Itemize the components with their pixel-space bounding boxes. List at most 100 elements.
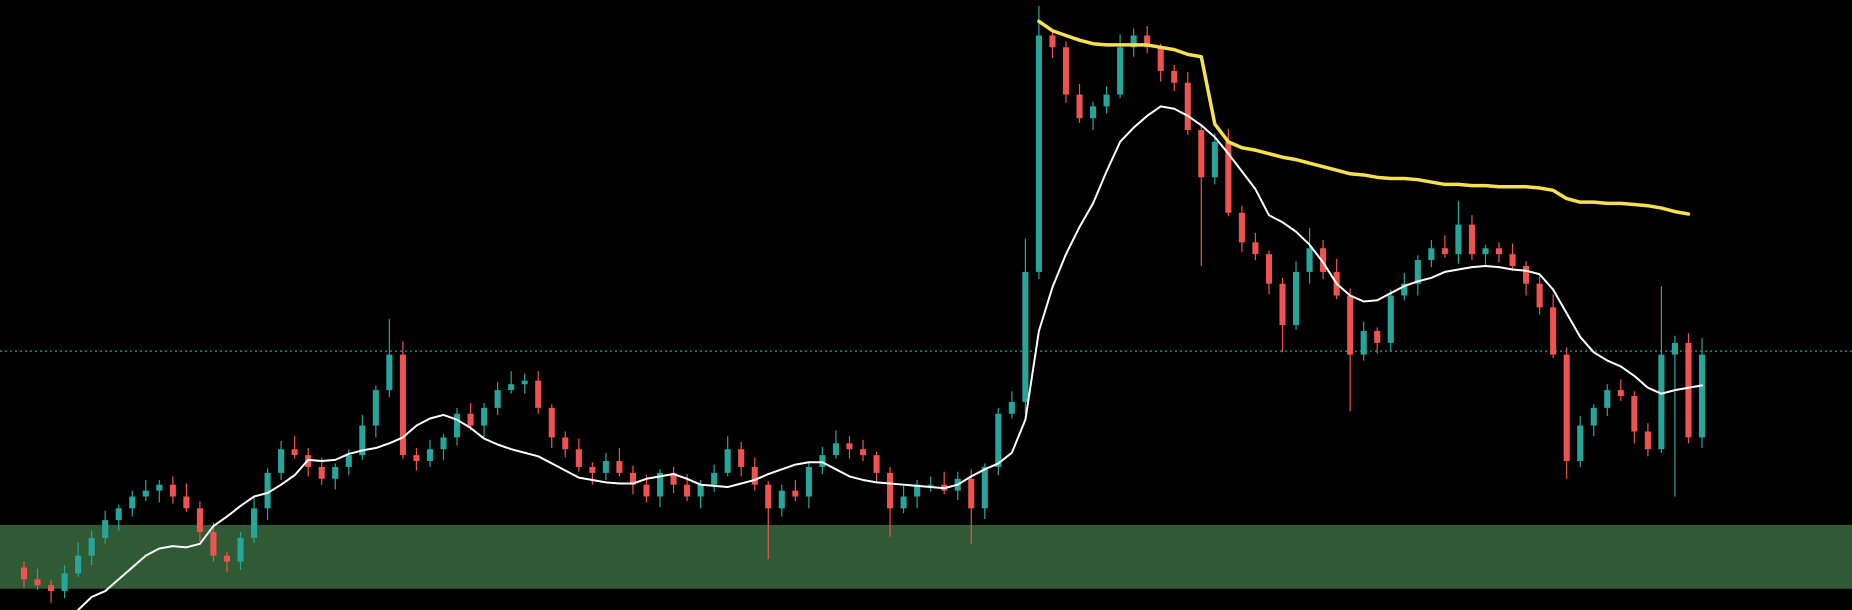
candle-body <box>156 484 163 491</box>
candle-body <box>616 461 623 473</box>
candle-body <box>115 508 122 521</box>
candle-body <box>372 390 379 426</box>
candle-body <box>34 579 41 586</box>
candle-body <box>1171 70 1178 83</box>
candle-body <box>589 466 596 473</box>
candle-body <box>440 437 447 450</box>
candle-body <box>413 455 420 462</box>
candle-body <box>1062 47 1070 95</box>
candle-body <box>1022 271 1029 402</box>
candle-body <box>1536 283 1543 308</box>
candle-body <box>345 455 352 467</box>
candle-body <box>697 484 704 497</box>
candle-body <box>1225 141 1232 213</box>
candle-body <box>1455 224 1462 255</box>
candle-body <box>1198 130 1205 178</box>
candle-body <box>1482 248 1489 255</box>
candle-body <box>1495 248 1503 255</box>
candle-body <box>332 466 339 479</box>
candle-body <box>765 484 772 509</box>
candle-body <box>900 496 907 509</box>
candle-body <box>1577 425 1584 462</box>
candle-body <box>805 466 812 497</box>
candle-body <box>914 484 921 497</box>
candle-body <box>1509 254 1516 266</box>
candle-body <box>1523 265 1530 284</box>
candle-body <box>75 555 82 574</box>
candle-body <box>129 496 136 509</box>
candle-body <box>792 490 799 497</box>
candle-body <box>656 472 664 497</box>
candle-body <box>1631 396 1638 432</box>
candle-body <box>508 384 515 391</box>
candle-body <box>1238 212 1245 243</box>
candle-body <box>819 455 826 467</box>
candle-body <box>1103 94 1110 107</box>
candle-body <box>1292 271 1300 326</box>
candle-body <box>467 413 474 426</box>
candle-body <box>1252 242 1259 255</box>
candle-body <box>778 490 785 509</box>
candle-body <box>1428 248 1435 261</box>
candle-body <box>453 413 461 438</box>
candle-body <box>1347 295 1354 355</box>
candle-body <box>832 443 839 456</box>
candle-body <box>20 567 28 580</box>
candle-body <box>210 531 217 556</box>
candle-body <box>223 555 231 562</box>
candle-body <box>1374 331 1381 343</box>
zone <box>0 524 1852 589</box>
candle-body <box>1157 47 1164 71</box>
candle-body <box>927 484 934 486</box>
candle-body <box>481 407 488 426</box>
candle-body <box>291 449 298 456</box>
candle-body <box>846 443 853 450</box>
candle-body <box>521 380 528 385</box>
candle-body <box>1468 224 1475 255</box>
candle-body <box>278 449 285 473</box>
candle-body <box>1144 35 1151 48</box>
candle-body <box>629 472 636 485</box>
candle-body <box>1306 248 1313 272</box>
candle-body <box>643 484 650 497</box>
candle-body <box>995 413 1002 467</box>
candle-body <box>318 466 325 479</box>
candle-body <box>575 449 582 467</box>
candle-body <box>1441 248 1448 255</box>
candle-body <box>1049 35 1056 48</box>
candle-body <box>494 390 501 408</box>
candle-body <box>1035 35 1042 272</box>
line-series <box>1037 19 1691 216</box>
candle-body <box>548 407 555 438</box>
candle-body <box>724 449 731 473</box>
line-series <box>77 105 1703 610</box>
candle-body <box>1414 260 1421 284</box>
candle-body <box>183 496 190 509</box>
candle-body <box>859 449 867 456</box>
candle-body <box>1685 342 1692 438</box>
candle-body <box>1279 283 1286 326</box>
candle-body <box>711 472 718 485</box>
candle-body <box>1604 390 1611 408</box>
candle-body <box>1117 47 1124 95</box>
candle-body <box>1320 248 1327 272</box>
candle-body <box>359 425 366 456</box>
candle-body <box>142 490 149 497</box>
candle-body <box>1401 283 1408 296</box>
candle-body <box>602 461 609 473</box>
candle-body <box>981 466 988 509</box>
candle-body <box>169 484 176 497</box>
candle-body <box>1130 35 1137 48</box>
candle-body <box>1671 342 1678 355</box>
candle-body <box>102 520 109 538</box>
candle-body <box>670 472 677 485</box>
candle-body <box>1563 354 1570 462</box>
candle-body <box>264 472 271 509</box>
candle-body <box>1184 82 1191 131</box>
candle-body <box>1360 331 1367 355</box>
candle-body <box>1644 431 1651 450</box>
candle-body <box>1617 390 1624 397</box>
candle-body <box>399 354 406 456</box>
